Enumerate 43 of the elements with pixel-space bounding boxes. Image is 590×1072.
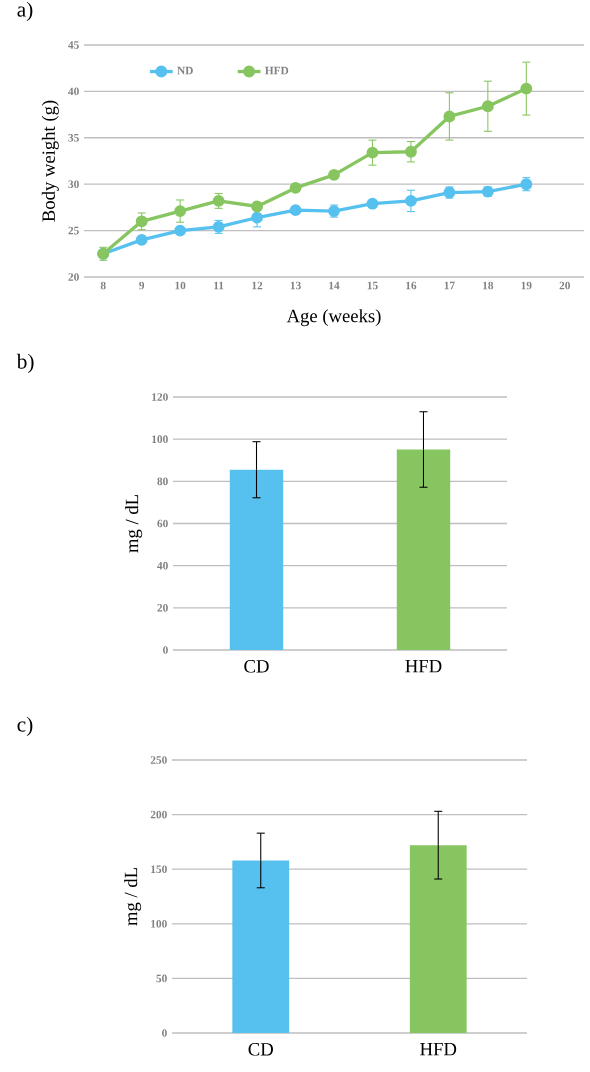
y-tick-label: 100 (151, 919, 167, 928)
x-tick-label: 18 (483, 281, 494, 290)
y-tick-label: 0 (162, 1029, 167, 1037)
x-tick-label: 19 (521, 281, 532, 290)
x-tick-label: 14 (329, 281, 340, 290)
y-tick-label: 20 (68, 273, 79, 281)
x-tick-label: 8 (100, 281, 106, 290)
y-tick-label: 25 (68, 226, 79, 235)
chart-title: c) (17, 716, 33, 737)
y-tick-label: 100 (152, 435, 168, 443)
y-tick-label: 30 (68, 180, 79, 189)
legend-label: HFD (265, 66, 289, 75)
y-tick-label: 120 (152, 393, 168, 401)
y-tick-label: 80 (157, 477, 168, 486)
y-tick-label: 150 (151, 865, 167, 874)
y-tick-label: 0 (163, 646, 168, 654)
y-tick-label: 40 (68, 87, 79, 96)
x-tick-label: 13 (290, 281, 301, 290)
x-tick-label: 11 (214, 281, 224, 290)
chart-title: a) (17, 1, 33, 22)
x-tick-label: CD (244, 660, 269, 673)
y-tick-label: 45 (68, 41, 79, 49)
y-tick-label: 60 (157, 519, 168, 528)
x-tick-label: 9 (139, 281, 145, 290)
chart-title: b) (16, 353, 34, 374)
x-tick-label: 17 (444, 281, 455, 290)
x-axis-title: Age (weeks) (286, 309, 381, 327)
y-axis-title: mg / dL (124, 868, 142, 926)
x-tick-label: 12 (252, 281, 263, 290)
y-tick-label: 20 (157, 604, 168, 612)
x-tick-label: 20 (559, 281, 570, 290)
legend-label: ND (177, 66, 193, 75)
y-tick-label: 250 (150, 756, 167, 764)
y-tick-label: 50 (156, 974, 167, 983)
x-tick-label: 10 (175, 281, 186, 290)
x-tick-label: CD (248, 1043, 273, 1056)
x-tick-label: 15 (367, 281, 378, 290)
y-tick-label: 200 (150, 810, 167, 819)
x-tick-label: 16 (406, 281, 417, 290)
y-tick-label: 40 (157, 561, 168, 570)
y-axis-title: mg / dL (125, 495, 143, 553)
y-tick-label: 35 (68, 133, 79, 142)
y-axis-title: Body weight (g) (41, 100, 59, 222)
